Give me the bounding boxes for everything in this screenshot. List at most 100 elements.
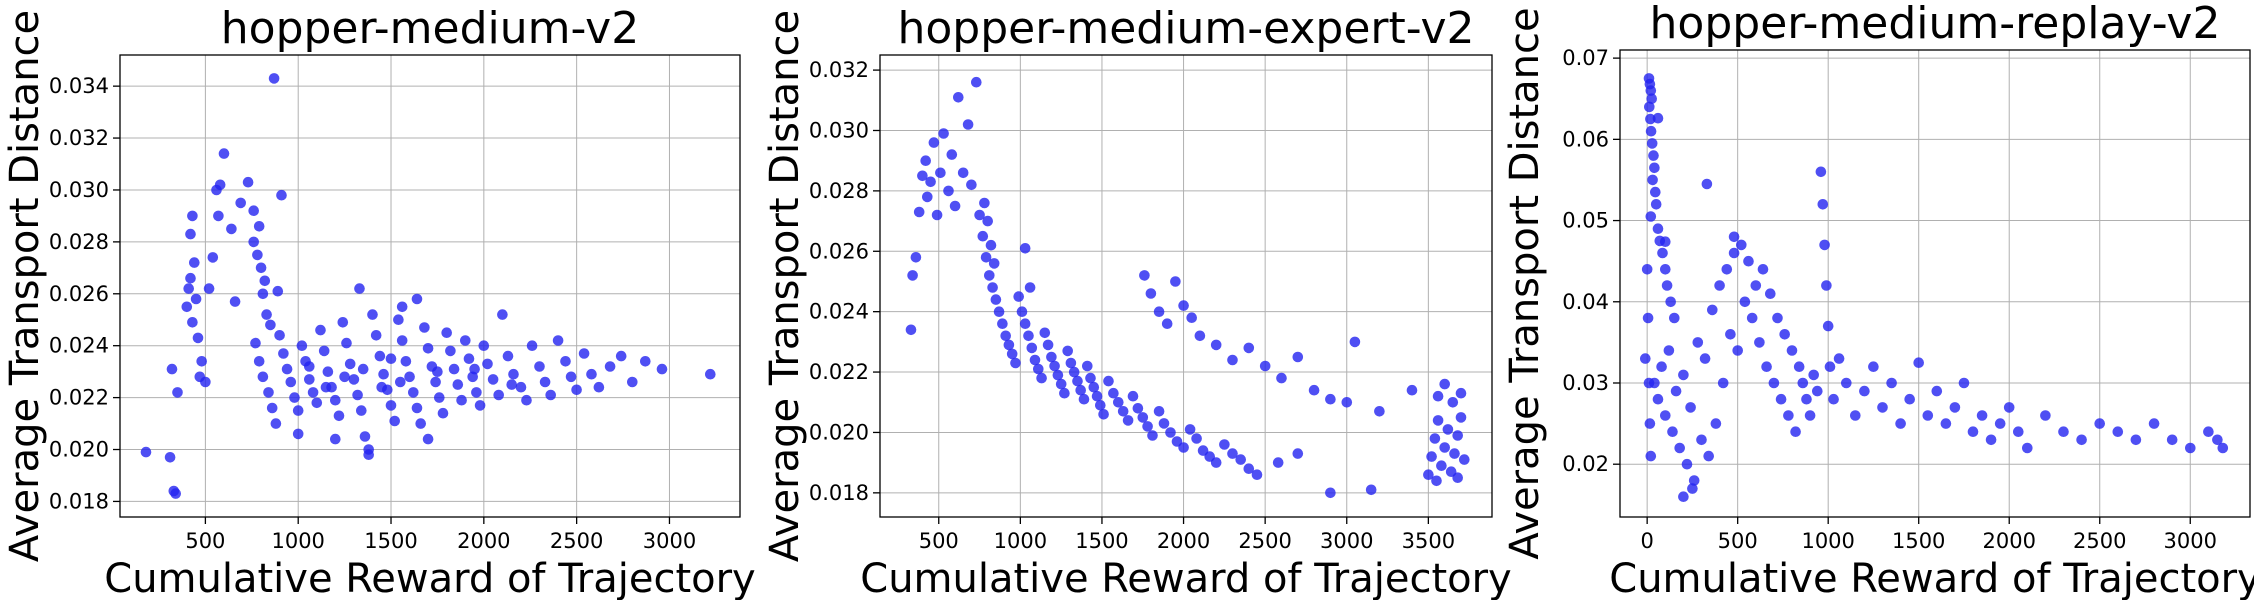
data-point	[1685, 402, 1696, 413]
data-point	[235, 197, 246, 209]
data-point	[1976, 410, 1988, 421]
data-point	[1714, 280, 1725, 291]
data-point	[1000, 330, 1011, 342]
subplot-2: 500 1000 1500 2000 2500 3000 3500 0.018 0.020 0.0…	[762, 3, 1512, 600]
data-point	[1019, 243, 1031, 254]
data-point	[1127, 390, 1139, 402]
data-point	[1657, 247, 1668, 259]
data-point	[304, 361, 315, 372]
data-point	[2217, 442, 2229, 454]
data-point	[905, 324, 917, 336]
data-point	[988, 258, 1000, 269]
data-point	[1641, 264, 1653, 275]
data-point	[1024, 282, 1036, 293]
data-point	[979, 197, 990, 209]
scatter-points	[905, 76, 1470, 499]
data-point	[337, 317, 349, 328]
x-tick-label: 1500	[1075, 529, 1128, 553]
data-point	[396, 301, 408, 313]
data-point	[506, 379, 517, 390]
data-point	[593, 381, 605, 393]
data-point	[1325, 393, 1336, 405]
data-point	[974, 209, 985, 221]
data-point	[1646, 93, 1657, 104]
data-point	[1117, 406, 1129, 417]
data-point	[1674, 442, 1685, 454]
data-point	[422, 433, 434, 445]
data-point	[1710, 418, 1722, 429]
data-point	[1958, 377, 1970, 389]
data-point	[411, 293, 423, 305]
x-tick-label: 2500	[1238, 529, 1291, 553]
data-point	[1065, 357, 1077, 369]
data-point	[545, 389, 556, 401]
data-point	[1940, 418, 1952, 429]
data-point	[445, 345, 456, 357]
data-point	[1113, 397, 1124, 408]
data-point	[1046, 351, 1057, 363]
data-point	[357, 363, 369, 375]
data-point	[1158, 418, 1170, 429]
data-point	[1822, 320, 1834, 332]
data-point	[2148, 418, 2160, 429]
data-point	[1325, 487, 1336, 499]
data-point	[1095, 400, 1106, 411]
data-point	[1075, 384, 1086, 396]
data-point	[1646, 138, 1658, 149]
data-point	[196, 356, 207, 367]
data-point	[415, 418, 427, 429]
data-point	[322, 366, 334, 378]
data-point	[656, 363, 668, 375]
data-point	[1227, 354, 1238, 366]
data-point	[261, 309, 272, 320]
data-point	[1717, 377, 1729, 389]
data-point	[1743, 255, 1754, 267]
data-point	[1455, 412, 1467, 423]
data-point	[1768, 377, 1780, 389]
data-point	[370, 330, 382, 341]
data-point	[615, 350, 627, 362]
data-point	[1431, 475, 1442, 487]
data-point	[515, 381, 527, 393]
data-point	[2130, 434, 2142, 446]
data-point	[1251, 469, 1263, 481]
data-point	[578, 348, 590, 359]
data-point	[1652, 112, 1664, 124]
data-point	[1739, 296, 1751, 308]
data-point	[1652, 223, 1664, 234]
data-point	[1006, 348, 1018, 360]
data-point	[1644, 418, 1656, 429]
data-point	[278, 348, 289, 359]
data-point	[218, 148, 230, 159]
data-point	[1648, 150, 1659, 161]
data-point	[2185, 442, 2196, 454]
data-point	[1746, 312, 1758, 324]
x-tick-label: 3000	[1320, 529, 1373, 553]
x-tick-label: 500	[919, 529, 959, 553]
data-point	[1850, 410, 1861, 421]
data-point	[1137, 412, 1149, 423]
data-point	[1817, 199, 1829, 210]
data-point	[248, 205, 259, 216]
data-point	[1153, 406, 1165, 417]
x-tick-label: 2500	[2073, 529, 2126, 553]
data-point	[1365, 484, 1377, 496]
data-point	[1640, 353, 1651, 364]
data-point	[565, 371, 577, 383]
data-point	[907, 270, 918, 281]
data-point	[1687, 483, 1698, 494]
data-point	[1013, 291, 1024, 302]
data-point	[1039, 327, 1051, 339]
data-point	[292, 405, 304, 416]
data-point	[586, 368, 597, 380]
data-point	[984, 270, 995, 281]
data-point	[1765, 288, 1776, 300]
data-point	[164, 452, 176, 463]
data-point	[1812, 385, 1823, 397]
data-point	[214, 179, 226, 191]
x-tick-label: 500	[1718, 529, 1758, 553]
data-point	[1772, 312, 1783, 324]
data-point	[1153, 306, 1165, 318]
data-point	[339, 371, 350, 383]
data-point	[1647, 174, 1658, 186]
